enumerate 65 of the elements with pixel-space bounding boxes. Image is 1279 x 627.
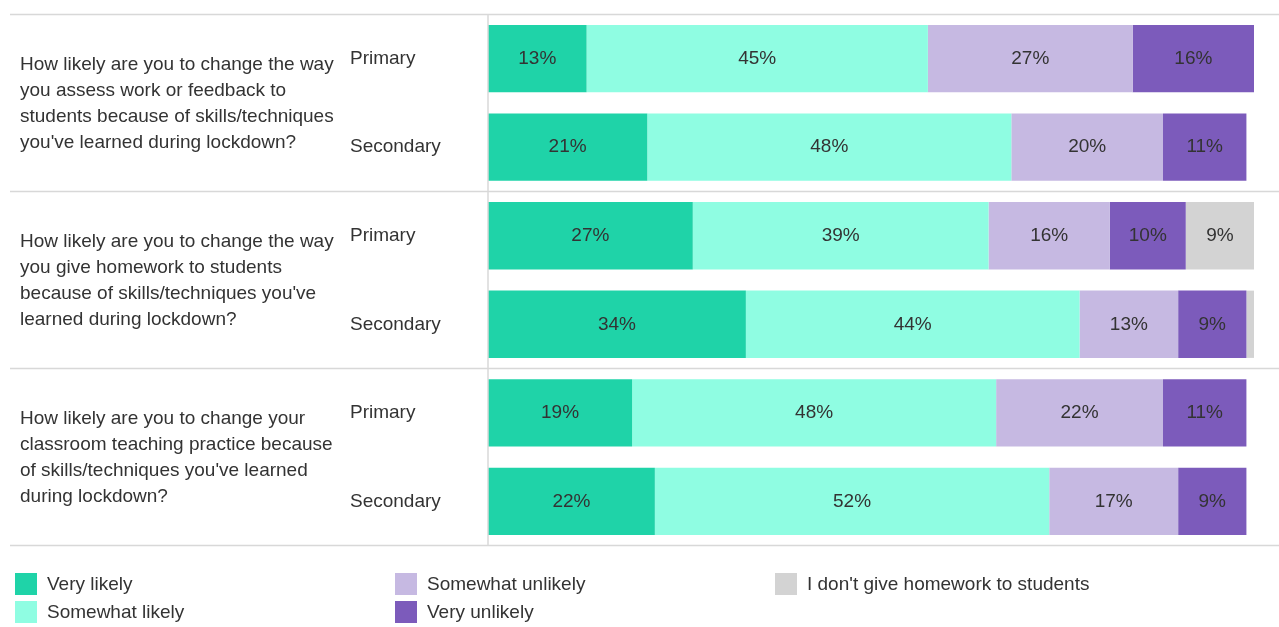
bar [1109,202,1186,270]
bar [692,202,989,270]
data-label: 11% [1186,401,1224,423]
bar [1178,290,1247,358]
data-label: 22% [552,489,591,511]
bar [647,113,1012,181]
bar [488,113,648,181]
data-label: 21% [548,135,587,157]
data-label: 19% [541,401,580,423]
y-tick-label: Secondary [350,312,442,334]
legend-label: I don't give homework to students [807,573,1090,595]
bar [996,379,1163,447]
legend-label: Somewhat likely [47,601,185,623]
data-label: 9% [1206,223,1234,245]
bar [1049,467,1179,535]
bar [488,467,655,535]
legend-label: Somewhat unlikely [427,573,586,595]
bar [1162,379,1247,447]
data-label: 13% [1109,312,1148,334]
text: How likely are you to change your classroom teaching practice because of skills/techniques you've learned during lockdown? [20,406,334,509]
data-label: 27% [1011,46,1050,68]
bar [1246,290,1254,358]
data-label: 20% [1068,135,1107,157]
bar [1178,467,1247,535]
data-label: 16% [1174,46,1213,68]
bar [488,25,587,93]
data-label: 17% [1094,489,1133,511]
y-tick-label: Primary [350,401,416,423]
bar [488,290,746,358]
data-label: 9% [1198,312,1227,334]
y-tick-label: Primary [350,46,416,68]
data-label: 34% [597,312,637,334]
legend-label: Very likely [47,573,133,595]
bar [1132,25,1254,93]
data-label: 9% [1198,489,1227,511]
bar [586,25,928,93]
data-label: 13% [518,46,557,68]
y-tick-label: Secondary [350,489,442,511]
data-label: 11% [1186,135,1224,157]
bar [988,202,1110,270]
data-label: 44% [893,312,932,334]
data-label: 10% [1128,223,1167,245]
bar [488,202,693,270]
bar [1011,113,1163,181]
legend-label: Very unlikely [427,601,534,623]
bar [1079,290,1179,358]
bar [488,379,633,447]
bar [654,467,1050,535]
bar [745,290,1080,358]
y-tick-label: Primary [350,223,416,245]
data-label: 22% [1060,401,1099,423]
bar [1185,202,1254,270]
data-label: 48% [795,401,834,423]
bar [1162,113,1247,181]
y-tick-label: Secondary [350,135,442,157]
text: How likely are you to change the way you assess work or feedback to students because of skills/techniques you've learned during lockdown? [20,51,335,154]
data-label: 27% [571,223,610,245]
data-label: 39% [821,223,860,245]
bar [632,379,997,447]
data-label: 16% [1030,223,1069,245]
data-label: 48% [810,135,849,157]
text: How likely are you to change the way you give homework to students because of skills/techniques you've learned during lockdown? [20,229,335,331]
data-label: 45% [738,46,777,68]
data-label: 52% [833,489,872,511]
bar [927,25,1133,93]
